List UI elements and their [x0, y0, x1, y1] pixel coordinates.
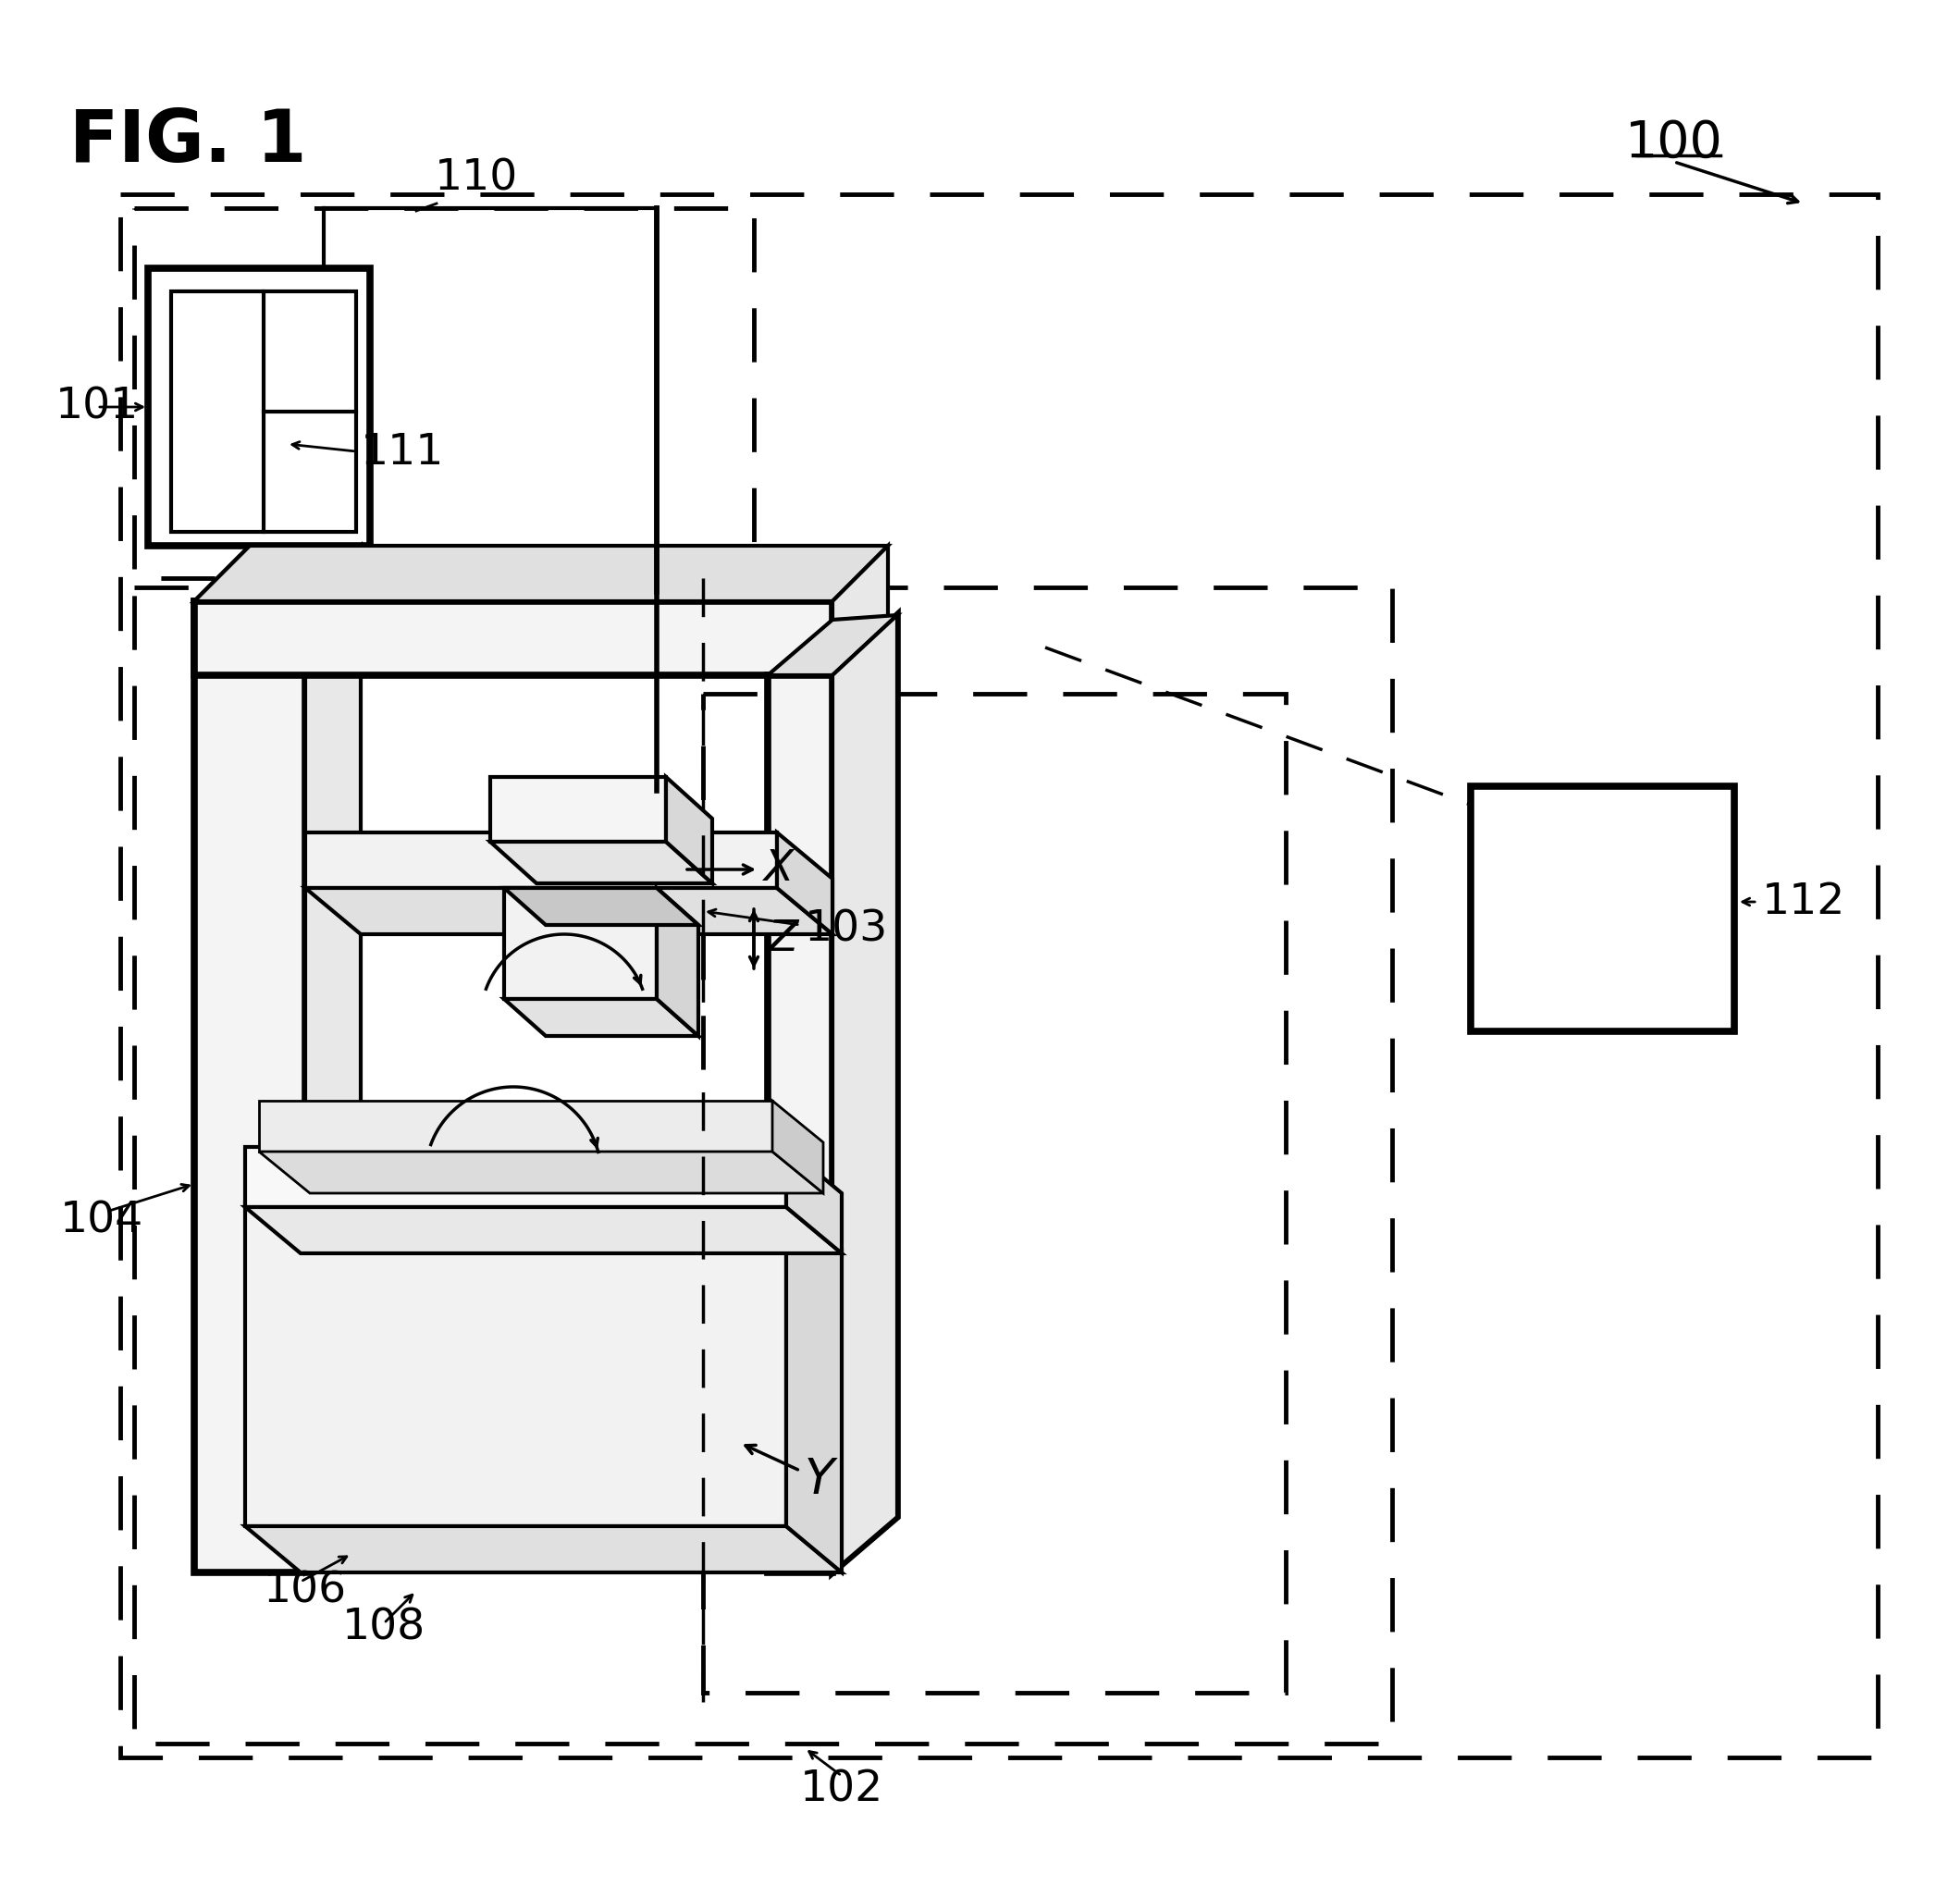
Text: FIG. 1: FIG. 1 — [69, 106, 306, 177]
Polygon shape — [194, 545, 888, 602]
Text: 102: 102 — [800, 1769, 884, 1811]
Text: 111: 111 — [361, 432, 445, 473]
Polygon shape — [245, 1207, 841, 1254]
Text: X: X — [762, 849, 794, 890]
Polygon shape — [245, 1526, 841, 1573]
Text: 104: 104 — [61, 1199, 143, 1241]
Bar — [704, 694, 1286, 1692]
Polygon shape — [194, 602, 306, 1573]
Polygon shape — [768, 615, 898, 675]
Polygon shape — [833, 615, 898, 1573]
Polygon shape — [657, 888, 698, 1035]
Bar — [171, 290, 357, 532]
Polygon shape — [786, 1147, 841, 1254]
Polygon shape — [306, 545, 361, 1573]
Text: 108: 108 — [343, 1607, 425, 1648]
Polygon shape — [504, 888, 657, 1000]
Polygon shape — [776, 832, 833, 934]
Polygon shape — [245, 1203, 786, 1526]
Bar — [133, 207, 755, 579]
Polygon shape — [772, 1101, 823, 1194]
Bar — [1470, 786, 1735, 1032]
Polygon shape — [306, 832, 776, 888]
Polygon shape — [833, 545, 888, 675]
Polygon shape — [259, 1152, 823, 1194]
Text: 103: 103 — [806, 909, 888, 951]
Polygon shape — [504, 1000, 698, 1035]
Polygon shape — [194, 545, 361, 602]
Polygon shape — [306, 888, 833, 934]
Bar — [133, 587, 1392, 1743]
Polygon shape — [490, 841, 711, 883]
Polygon shape — [833, 615, 898, 1573]
Text: 106: 106 — [263, 1571, 347, 1613]
Bar — [120, 194, 1878, 1758]
Text: 110: 110 — [435, 157, 517, 198]
Text: Z: Z — [768, 918, 798, 960]
Polygon shape — [490, 777, 666, 841]
Polygon shape — [504, 888, 698, 924]
Polygon shape — [666, 777, 711, 883]
Text: 112: 112 — [1762, 881, 1846, 922]
Text: Y: Y — [806, 1456, 835, 1503]
Polygon shape — [194, 602, 833, 675]
Text: 101: 101 — [55, 387, 139, 428]
Polygon shape — [768, 675, 833, 1573]
Polygon shape — [245, 1147, 786, 1207]
Polygon shape — [786, 1203, 841, 1573]
Polygon shape — [259, 1101, 772, 1152]
Bar — [149, 268, 370, 545]
Text: 100: 100 — [1625, 119, 1723, 168]
